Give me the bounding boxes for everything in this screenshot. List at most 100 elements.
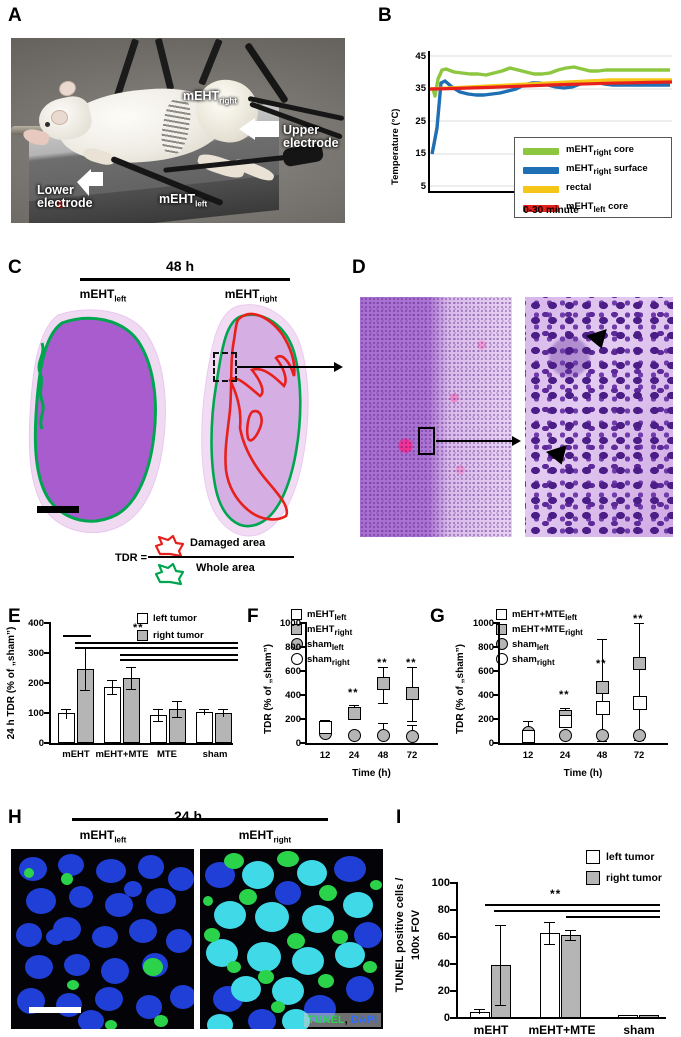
panel-h-tag-tunel: TUNEL — [307, 1014, 345, 1026]
panel-e-sigline-4 — [120, 654, 238, 656]
panel-i-errcap-hi-mEHTMTE-left — [544, 922, 555, 924]
panel-h-left-nuclei — [16, 854, 194, 1029]
chart-b-y-axis — [428, 51, 431, 193]
panel-g-errcap-hi-72 — [634, 623, 644, 625]
panel-g-err-72 — [639, 623, 641, 741]
panel-c-left-tumor-section — [28, 309, 166, 533]
damaged-area-glyph-icon — [154, 534, 185, 558]
panel-f-ytickmark-800 — [300, 646, 305, 648]
chart-b-legend: mEHTright core mEHTright surface rectal … — [514, 137, 672, 218]
lower-electrode-arrow-icon — [77, 169, 103, 196]
panel-g-ytick-800: 800 — [478, 642, 494, 653]
panel-f-ytick-800: 800 — [285, 642, 301, 653]
panel-i-significance-mark: ** — [550, 887, 562, 901]
panel-c-zoom-arrow-head-icon — [334, 362, 343, 372]
panel-c-formula-label: TDR = — [115, 552, 148, 564]
legend-label-mEHT-right-core: mEHTright core — [566, 144, 634, 157]
panel-f-ytickmark-0 — [300, 742, 305, 744]
chart-b-ytick-35: 35 — [415, 83, 426, 94]
panel-e-err-MTE-right — [177, 701, 179, 717]
panel-g-legend-label-1: mEHT+MTEright — [512, 624, 583, 637]
panel-c-scale-bar — [37, 506, 79, 513]
panel-g-x-axis — [498, 743, 668, 746]
panel-e-legend-swatch-right — [137, 630, 148, 641]
panel-g-point-sham-48 — [596, 729, 609, 742]
panel-letter-b: B — [378, 5, 392, 26]
panel-c-roi-dashed-box — [213, 352, 237, 382]
chart-b-ytick-45: 45 — [415, 51, 426, 62]
panel-h-channel-tag: TUNEL, DAPI — [303, 1013, 381, 1027]
panel-f-y-axis — [305, 622, 308, 745]
panel-g-ytick-200: 200 — [478, 714, 494, 725]
legend-label-rectal: rectal — [566, 182, 592, 193]
panel-d-zoom-arrow-line — [436, 440, 514, 442]
panel-f-legend-swatch-1 — [291, 624, 302, 635]
panel-f-legend-label-3: shamright — [307, 654, 350, 667]
panel-f-point-sham-72 — [406, 730, 419, 743]
panel-letter-h: H — [8, 807, 22, 828]
panel-e-ytick-300: 300 — [28, 648, 44, 659]
panel-f-ytick-600: 600 — [285, 666, 301, 677]
panel-i-y-axis-title-line2: 100x FOV — [410, 909, 422, 961]
panel-i-errcap-lo-mEHTMTE-left — [544, 944, 555, 946]
panel-i-ytick-40: 40 — [437, 958, 450, 970]
panel-i-err-mEHT-right — [500, 925, 502, 1005]
panel-letter-a: A — [8, 5, 22, 26]
panel-letter-e: E — [8, 606, 21, 627]
panel-h-right-fluorescence-image: TUNEL, DAPI — [200, 849, 383, 1029]
label-lower-electrode: Lower electrode — [37, 183, 93, 210]
panel-g-point-sham-24 — [559, 729, 572, 742]
panel-f-errcap-lo-48 — [378, 703, 388, 705]
panel-e-errcap-hi-MTE-left — [153, 709, 163, 711]
panel-i-bar-mEHTMTE-left — [540, 933, 560, 1018]
panel-g-point-left-48 — [596, 701, 610, 715]
panel-d-roi-box — [418, 427, 435, 455]
panel-d-zoom-arrow-head-icon — [512, 436, 521, 446]
panel-i-ytick-100: 100 — [431, 877, 450, 889]
label-upper-electrode: Upper electrode — [283, 123, 339, 150]
panel-f-ytick-200: 200 — [285, 714, 301, 725]
panel-i-xtick-mEHT: mEHT — [473, 1023, 509, 1037]
panel-g-legend-swatch-1 — [496, 624, 507, 635]
panel-g-ytick-600: 600 — [478, 666, 494, 677]
panel-i-bar-sham-right — [639, 1015, 659, 1018]
panel-c-formula-denominator: Whole area — [196, 562, 255, 574]
panel-i-y-axis — [456, 882, 459, 1019]
panel-i-legend-label-right: right tumor — [606, 872, 662, 884]
strap-3 — [198, 38, 223, 86]
panel-e-xtick-mEHTMTE: mEHT+MTE — [95, 749, 149, 760]
panel-i-errcap-hi-mEHT-right — [495, 925, 506, 927]
panel-c-timepoint: 48 h — [165, 258, 194, 274]
panel-i-x-axis — [456, 1017, 666, 1020]
panel-d-tissue-texture — [360, 297, 512, 537]
panel-g-significance-48: ** — [596, 658, 607, 670]
panel-f-point-mEHT-right-48 — [377, 677, 390, 690]
panel-e-errcap-mEHT-left — [61, 709, 71, 711]
panel-e-xtick-MTE: MTE — [156, 749, 178, 760]
panel-e-bar-sham-right — [215, 713, 232, 743]
panel-e-errcap-lo-mEHT-right — [80, 690, 90, 692]
panel-e-err-mEHTMTE-left — [112, 680, 114, 694]
panel-e-ytick-400: 400 — [28, 618, 44, 629]
panel-f-ytickmark-1000 — [300, 622, 305, 624]
panel-g-ytickmark-200 — [493, 718, 498, 720]
chart-b-ytick-15: 15 — [415, 148, 426, 159]
panel-e-y-axis-title: 24 h TDR (% of „sham”) — [6, 626, 17, 740]
panel-e-ytickmark-100 — [44, 712, 49, 714]
panel-f-errcap-hi-48 — [378, 667, 388, 669]
panel-i-errcap-lo-mEHT-right — [495, 1005, 506, 1007]
panel-f-legend-label-2: shamleft — [307, 639, 344, 652]
panel-e-errcap-lo-mEHTMTE-right — [126, 689, 136, 691]
panel-f-ytickmark-400 — [300, 694, 305, 696]
panel-e-ytickmark-300 — [44, 652, 49, 654]
panel-e-ytick-100: 100 — [28, 708, 44, 719]
panel-e-ytickmark-0 — [44, 742, 49, 744]
panel-i-errcap-mEHT-left — [474, 1009, 485, 1011]
power-indicator-light — [55, 200, 65, 208]
panel-f-point-sham-24 — [348, 729, 361, 742]
panel-i-sigline-1 — [485, 904, 660, 906]
panel-e-bar-sham-left — [196, 712, 213, 743]
panel-f-errcap-hi-12 — [320, 720, 330, 722]
chart-b-ytick-25: 25 — [415, 116, 426, 127]
panel-e-errcap-sham-left — [199, 709, 209, 711]
